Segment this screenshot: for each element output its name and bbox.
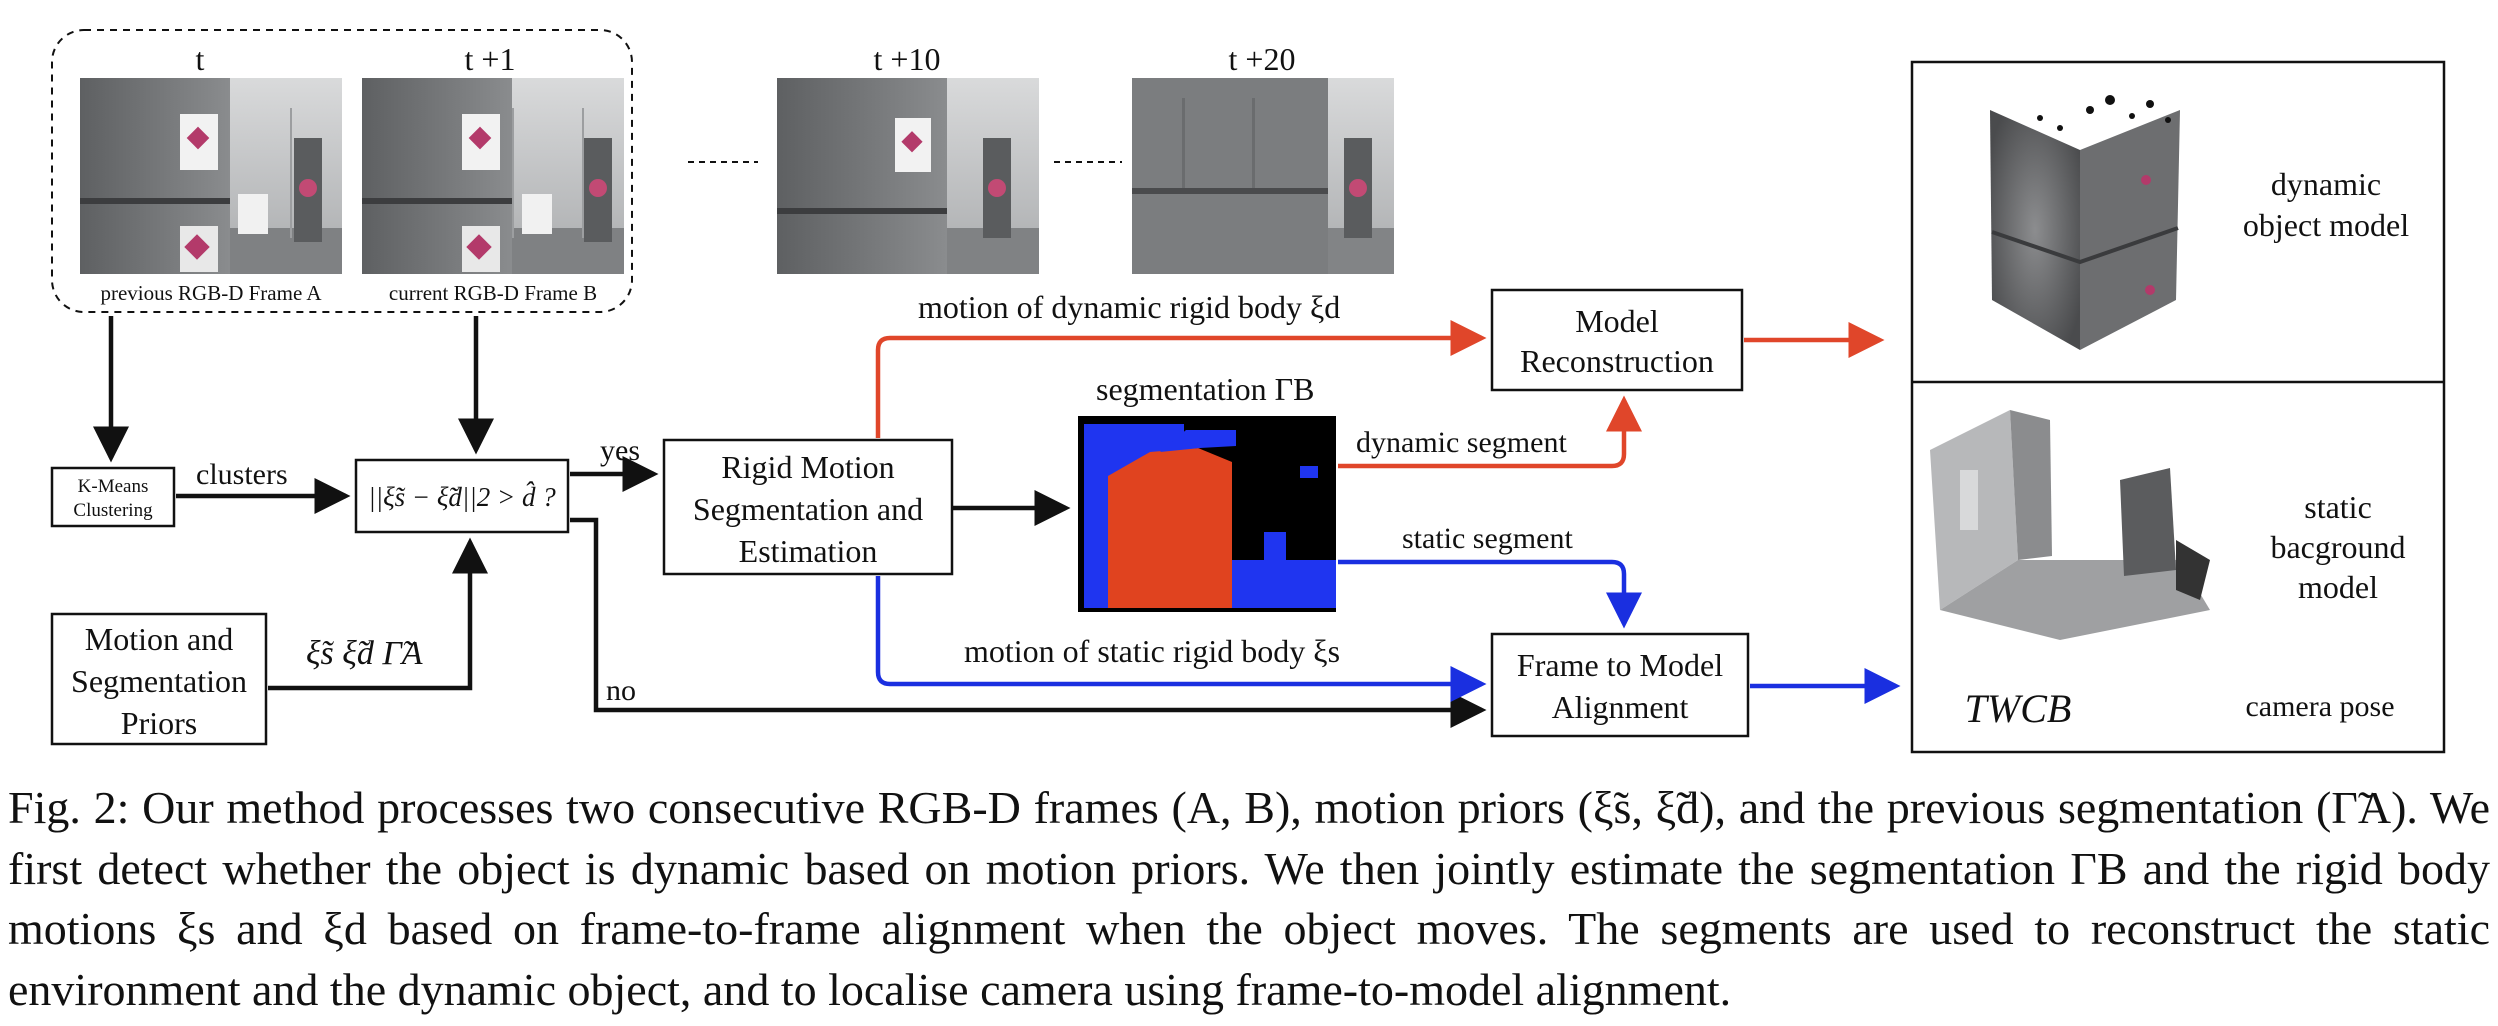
- camera-pose-symbol: TWCB: [1965, 686, 2072, 731]
- edge-label-dynamic-segment: dynamic segment: [1356, 426, 1567, 459]
- figure-caption: Fig. 2: Our method processes two consecu…: [8, 782, 2490, 1016]
- edge-dynamic-segment: [1338, 395, 1642, 469]
- model-label-2: Reconstruction: [1520, 343, 1714, 379]
- kmeans-label-2: Clustering: [73, 500, 153, 521]
- edge-label-priors: ξ̃s ξ̃d Γ̃A: [306, 635, 423, 672]
- segmentation-label: segmentation ΓB: [1096, 371, 1314, 407]
- frame-to-model-box: Frame to Model Alignment: [1490, 632, 1750, 738]
- edge-decision-no: [570, 517, 1487, 728]
- frame-label-t: t: [196, 41, 205, 77]
- static-model-label-3: model: [2298, 569, 2378, 605]
- dynamic-object-pointcloud: [1990, 95, 2180, 350]
- rigid-motion-box: Rigid Motion Segmentation and Estimation: [662, 438, 954, 576]
- kmeans-box: K-Means Clustering: [50, 466, 176, 528]
- static-model-label-1: static: [2304, 489, 2372, 525]
- kmeans-label-1: K-Means: [78, 476, 149, 497]
- frame-a-caption: previous RGB-D Frame A: [100, 281, 322, 305]
- frame-image-t10: [777, 78, 1039, 274]
- segmentation-image: [1078, 416, 1336, 612]
- align-label-1: Frame to Model: [1517, 647, 1723, 683]
- frame-label-t10: t +10: [874, 41, 941, 77]
- edge-static-segment: [1338, 559, 1642, 629]
- rigid-label-1: Rigid Motion: [721, 449, 894, 485]
- edge-label-static-motion: motion of static rigid body ξs: [964, 633, 1340, 669]
- decision-box: ||ξ̃s − ξ̃d||2 > d̂ ?: [354, 458, 570, 534]
- rigid-label-2: Segmentation and: [693, 491, 923, 527]
- model-label-1: Model: [1575, 303, 1659, 339]
- edge-label-static-segment: static segment: [1402, 522, 1573, 555]
- edge-static-motion: [875, 576, 1487, 702]
- edge-dynamic-motion: [875, 320, 1487, 438]
- frame-image-a: [80, 78, 342, 274]
- pipeline-diagram: t t +1 t +10 t +20: [50, 29, 2446, 754]
- static-model-label-2: bacground: [2270, 529, 2405, 565]
- edge-priors-to-decision: [268, 537, 488, 691]
- edge-label-yes: yes: [600, 434, 640, 467]
- edge-label-dynamic-motion: motion of dynamic rigid body ξd: [918, 289, 1340, 325]
- priors-box: Motion and Segmentation Priors: [50, 612, 268, 746]
- frame-image-t20: [1132, 78, 1394, 274]
- priors-label-1: Motion and: [85, 621, 233, 657]
- decision-condition: ||ξ̃s − ξ̃d||2 > d̂ ?: [368, 482, 556, 512]
- align-label-2: Alignment: [1552, 689, 1689, 725]
- rigid-label-3: Estimation: [739, 533, 878, 569]
- priors-label-2: Segmentation: [71, 663, 247, 699]
- frame-b-caption: current RGB-D Frame B: [389, 281, 597, 305]
- edge-label-clusters: clusters: [196, 458, 288, 491]
- frame-label-t20: t +20: [1229, 41, 1296, 77]
- dynamic-model-label-1: dynamic: [2271, 166, 2381, 202]
- model-reconstruction-box: Model Reconstruction: [1490, 288, 1744, 392]
- dynamic-model-label-2: object model: [2243, 207, 2409, 243]
- input-frames-group: [51, 29, 633, 313]
- static-background-pointcloud: [1930, 410, 2210, 640]
- priors-label-3: Priors: [121, 705, 197, 741]
- edge-label-no: no: [606, 674, 636, 707]
- frame-label-t1: t +1: [465, 41, 516, 77]
- frame-image-b: [362, 78, 624, 274]
- camera-pose-label: camera pose: [2245, 690, 2394, 723]
